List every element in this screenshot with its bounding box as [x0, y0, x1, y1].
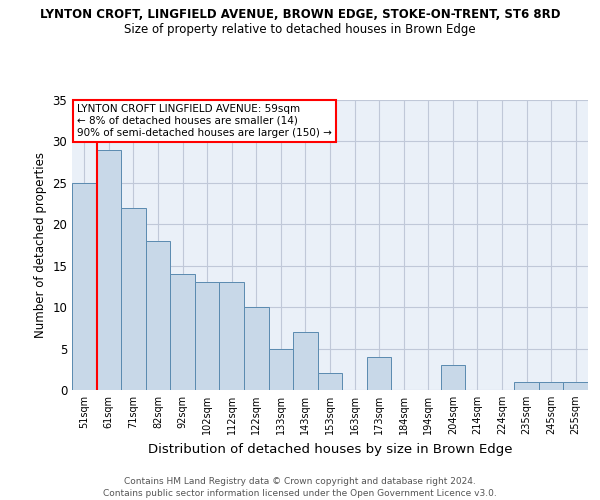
Bar — [563, 382, 588, 390]
Bar — [244, 307, 269, 390]
Y-axis label: Number of detached properties: Number of detached properties — [34, 152, 47, 338]
Bar — [440, 365, 465, 390]
Bar — [195, 282, 220, 390]
Bar — [293, 332, 318, 390]
Text: LYNTON CROFT, LINGFIELD AVENUE, BROWN EDGE, STOKE-ON-TRENT, ST6 8RD: LYNTON CROFT, LINGFIELD AVENUE, BROWN ED… — [40, 8, 560, 20]
Bar — [97, 150, 121, 390]
Bar — [146, 241, 170, 390]
Bar — [318, 374, 342, 390]
Bar — [121, 208, 146, 390]
Text: Size of property relative to detached houses in Brown Edge: Size of property relative to detached ho… — [124, 22, 476, 36]
Bar — [367, 357, 391, 390]
Bar — [269, 348, 293, 390]
Bar — [514, 382, 539, 390]
Bar — [72, 183, 97, 390]
Bar — [170, 274, 195, 390]
Text: Contains public sector information licensed under the Open Government Licence v3: Contains public sector information licen… — [103, 489, 497, 498]
Text: LYNTON CROFT LINGFIELD AVENUE: 59sqm
← 8% of detached houses are smaller (14)
90: LYNTON CROFT LINGFIELD AVENUE: 59sqm ← 8… — [77, 104, 332, 138]
Bar — [539, 382, 563, 390]
Text: Distribution of detached houses by size in Brown Edge: Distribution of detached houses by size … — [148, 442, 512, 456]
Bar — [220, 282, 244, 390]
Text: Contains HM Land Registry data © Crown copyright and database right 2024.: Contains HM Land Registry data © Crown c… — [124, 478, 476, 486]
